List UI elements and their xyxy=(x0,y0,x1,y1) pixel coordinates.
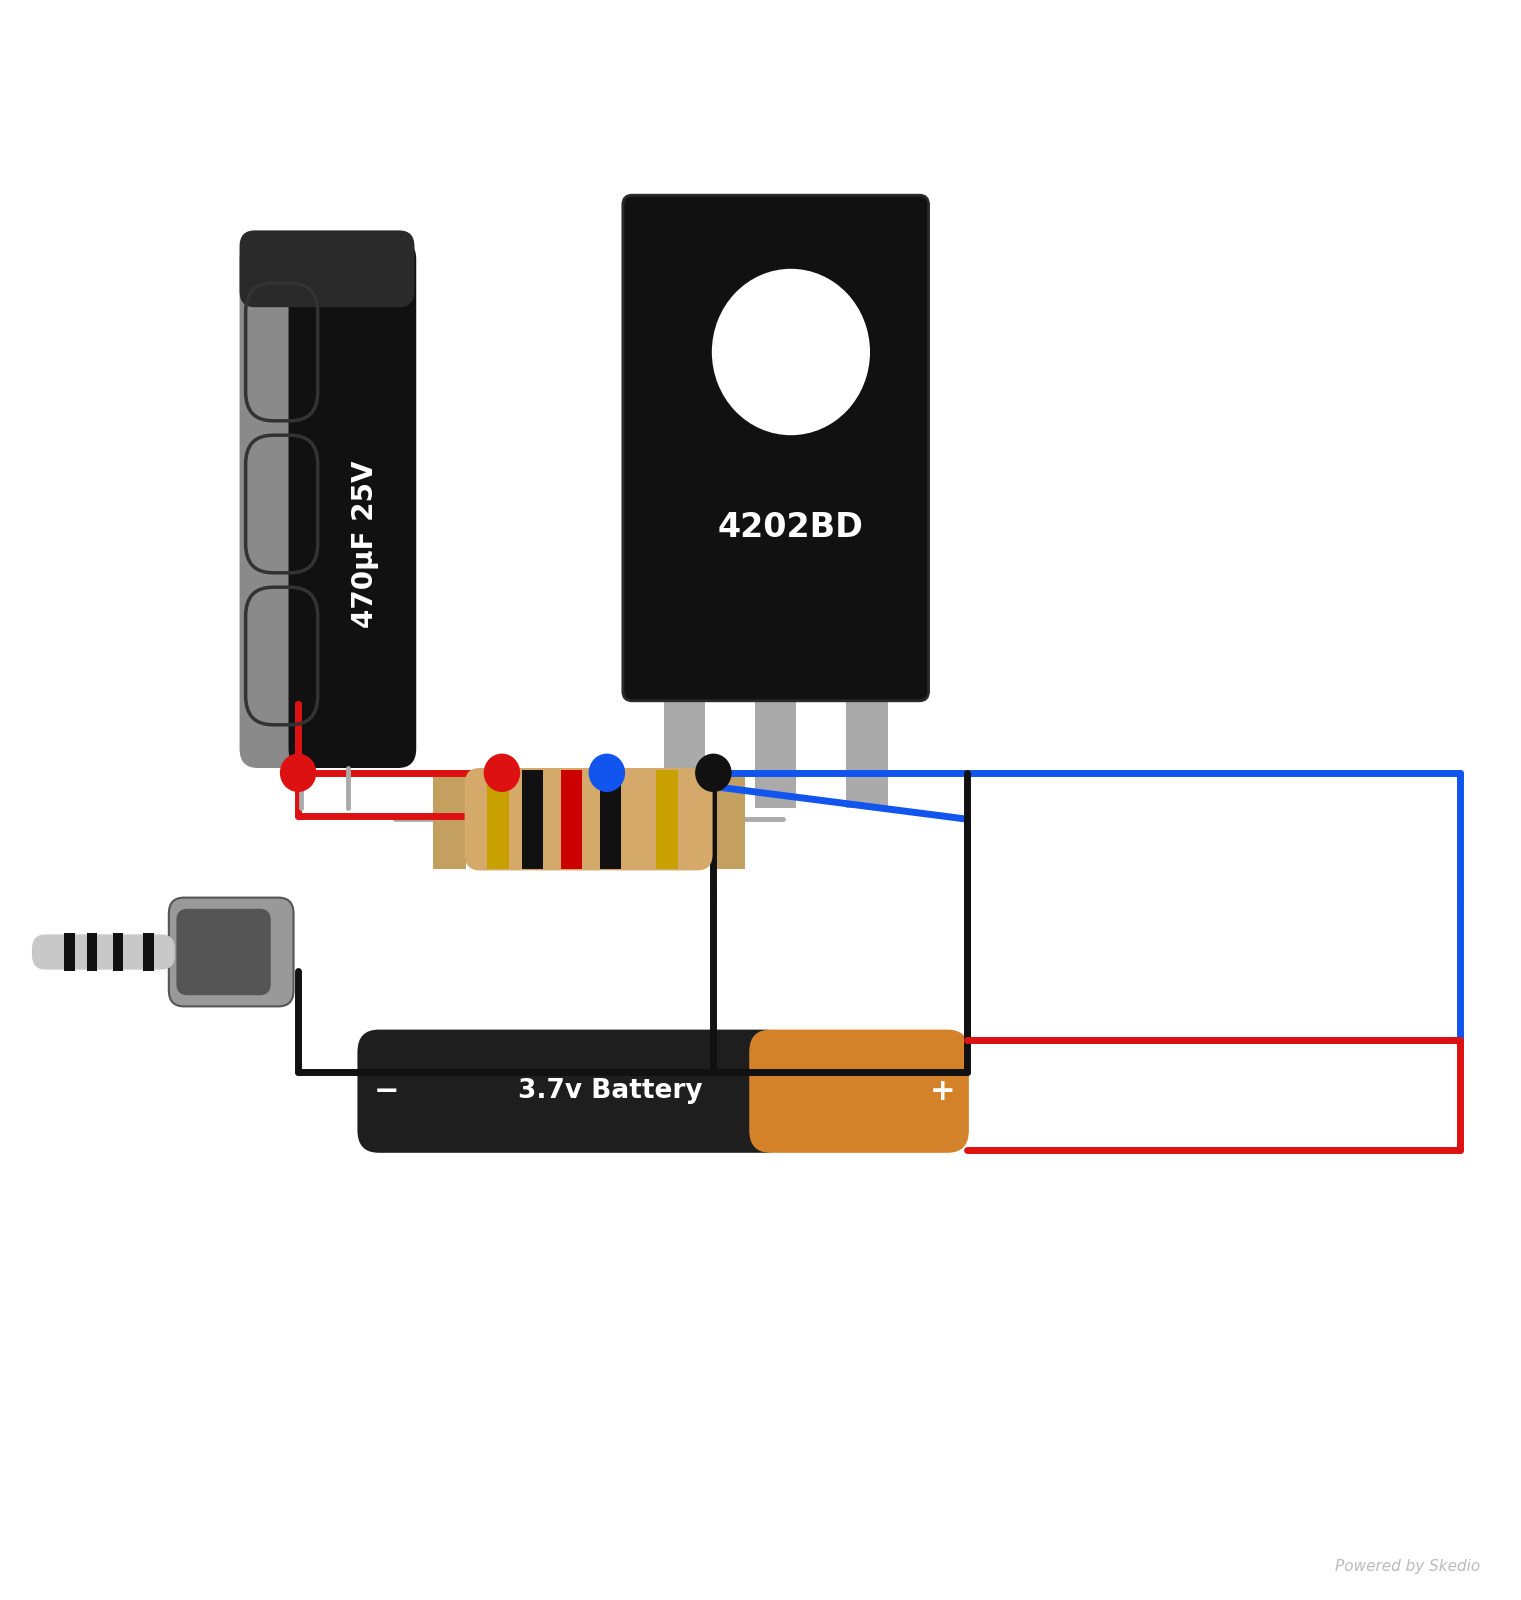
Bar xyxy=(561,770,583,869)
Text: 470μF 25V: 470μF 25V xyxy=(351,461,379,627)
FancyBboxPatch shape xyxy=(240,230,414,307)
Circle shape xyxy=(695,754,732,792)
Text: −: − xyxy=(374,1077,399,1106)
FancyBboxPatch shape xyxy=(32,934,175,970)
Bar xyxy=(87,933,97,971)
Bar xyxy=(663,696,704,808)
Circle shape xyxy=(712,269,870,435)
Bar xyxy=(487,770,508,869)
Bar xyxy=(522,770,543,869)
FancyBboxPatch shape xyxy=(240,240,327,768)
Bar xyxy=(143,933,154,971)
FancyBboxPatch shape xyxy=(169,898,294,1006)
Bar xyxy=(599,770,621,869)
Bar xyxy=(64,933,75,971)
Bar xyxy=(846,696,888,808)
FancyBboxPatch shape xyxy=(176,909,271,995)
Bar xyxy=(754,696,795,808)
Circle shape xyxy=(589,754,625,792)
FancyBboxPatch shape xyxy=(750,1030,969,1152)
Circle shape xyxy=(280,754,316,792)
Text: 4202BD: 4202BD xyxy=(718,510,864,544)
Bar xyxy=(432,770,467,869)
FancyBboxPatch shape xyxy=(289,240,417,768)
Text: Powered by Skedio: Powered by Skedio xyxy=(1335,1560,1480,1574)
Bar xyxy=(657,770,678,869)
FancyBboxPatch shape xyxy=(357,1030,786,1152)
Text: 3.7v Battery: 3.7v Battery xyxy=(517,1078,703,1104)
Bar xyxy=(113,933,123,971)
FancyBboxPatch shape xyxy=(465,768,712,870)
Text: +: + xyxy=(931,1077,955,1106)
Bar xyxy=(710,770,744,869)
FancyBboxPatch shape xyxy=(624,195,928,701)
Circle shape xyxy=(484,754,520,792)
